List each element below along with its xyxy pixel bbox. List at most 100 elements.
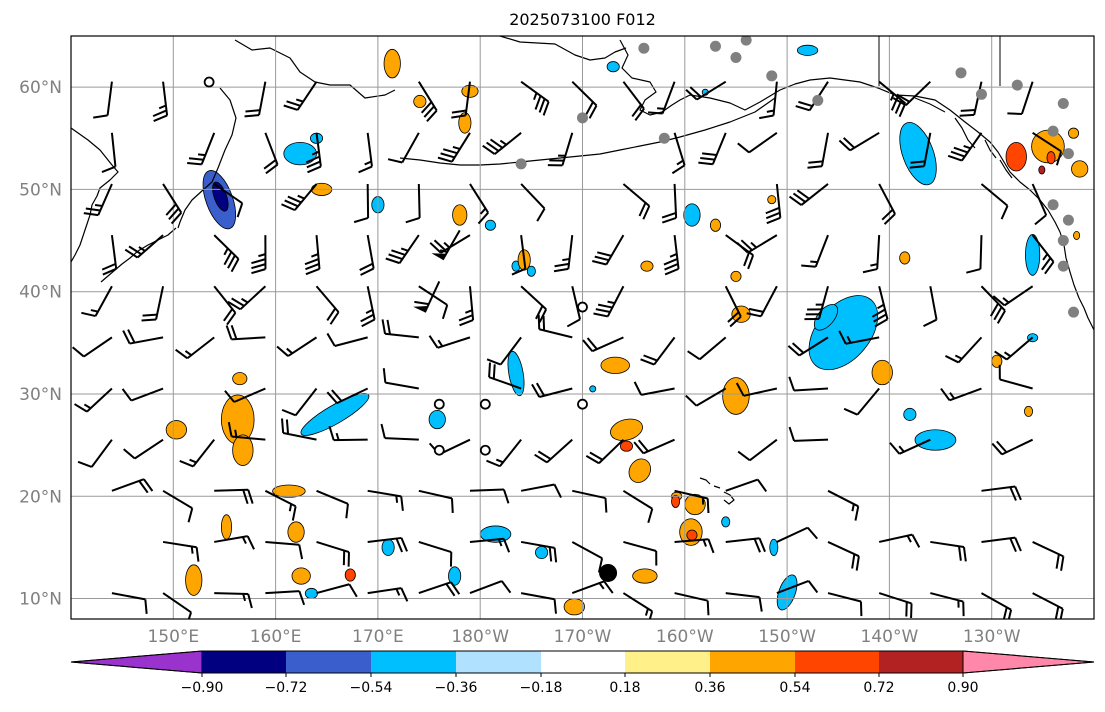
wind-barb <box>520 592 557 614</box>
wind-barb <box>520 80 550 116</box>
negative-motion-cell <box>683 203 701 227</box>
wind-barb <box>482 132 522 155</box>
grey-station-dot <box>1062 214 1074 226</box>
positive-motion-cell <box>165 420 187 440</box>
wind-barb <box>827 541 860 571</box>
lon-tick-label: 130°W <box>963 627 1021 647</box>
map-frame <box>70 35 1095 620</box>
wind-barb <box>367 536 408 553</box>
siberia-coast <box>234 39 396 99</box>
wind-barb <box>1007 81 1034 115</box>
wind-barb <box>746 285 778 318</box>
grey-station-dot <box>1057 260 1069 272</box>
positive-motion-cell <box>767 195 777 205</box>
wind-barb <box>280 418 317 441</box>
kamchatka-coast <box>177 87 237 229</box>
colorbar-segment <box>286 651 371 673</box>
wind-barb <box>966 235 983 274</box>
open-circle-marker <box>433 398 445 410</box>
positive-motion-cell <box>619 440 634 452</box>
wind-barb <box>998 364 1033 390</box>
wind-barb <box>214 535 255 550</box>
wind-barb <box>801 234 829 268</box>
wind-barb <box>469 537 511 553</box>
wind-barb <box>81 285 113 318</box>
station-markers <box>203 36 1080 582</box>
lon-tick-label: 170°W <box>554 627 612 647</box>
wind-barb <box>162 592 193 619</box>
wind-barb <box>593 285 625 318</box>
wind-barb <box>843 387 880 416</box>
wind-barb <box>534 438 573 464</box>
lon-tick-label: 160°W <box>656 627 714 647</box>
grey-station-dot <box>812 94 824 106</box>
colorbar-tick-label: 0.54 <box>779 680 810 696</box>
colorbar-tick-label: −0.72 <box>265 680 308 696</box>
grey-station-dot <box>1047 199 1059 211</box>
wind-barb <box>661 183 678 224</box>
lat-tick-label: 40°N <box>19 283 62 303</box>
wind-barb <box>685 387 727 407</box>
wind-barb <box>737 438 778 462</box>
positive-motion-cell <box>899 251 911 265</box>
wind-barb <box>469 580 512 595</box>
colorbar-segment <box>795 651 879 673</box>
wind-barb <box>776 579 819 595</box>
wind-barb <box>687 336 727 361</box>
wind-barb <box>827 592 863 617</box>
wind-barb <box>123 438 164 460</box>
wind-barb <box>429 234 471 254</box>
wind-barb <box>73 387 113 413</box>
wind-barb <box>648 81 676 115</box>
wind-barb <box>486 439 522 468</box>
wind-barb <box>622 592 654 619</box>
lon-tick-label: 180°W <box>451 627 509 647</box>
wind-barb <box>281 387 318 417</box>
vertical-motion-field <box>165 44 1089 616</box>
wind-barb <box>981 485 1022 501</box>
wind-barb <box>930 592 965 617</box>
wind-barb <box>571 80 598 119</box>
wind-barb <box>994 336 1034 361</box>
open-circle-marker <box>479 444 491 456</box>
wind-barb <box>93 81 113 119</box>
wind-barb <box>838 330 880 345</box>
colorbar-segment <box>710 651 795 673</box>
wind-barb <box>122 329 164 345</box>
wind-barb <box>980 183 1009 220</box>
positive-motion-cell <box>272 484 306 498</box>
wind-barb <box>553 234 574 273</box>
wind-barb <box>592 234 625 266</box>
wind-barb <box>674 538 715 554</box>
wind-barb <box>326 387 369 405</box>
wind-barb <box>788 183 829 206</box>
grey-station-dot <box>975 88 987 100</box>
wind-barb <box>827 489 860 521</box>
wind-barb <box>671 132 686 175</box>
wind-barb <box>725 478 768 492</box>
latitude-labels: 10°N 20°N 30°N 40°N 50°N 60°N <box>19 78 62 609</box>
colorbar-extend-low <box>70 650 203 674</box>
open-circle-marker <box>577 301 588 313</box>
grey-station-dot <box>638 42 650 54</box>
wind-barb <box>225 324 266 341</box>
negative-motion-cell <box>903 407 917 421</box>
wind-barb <box>264 489 297 521</box>
wind-barb <box>520 540 558 563</box>
wind-barb <box>418 540 453 567</box>
colorbar-tick-label: −0.36 <box>435 680 478 696</box>
positive-motion-cell <box>1068 127 1080 139</box>
grey-station-dot <box>577 112 588 124</box>
wind-barb <box>889 438 931 455</box>
lon-tick-label: 170°E <box>352 627 404 647</box>
wind-barb <box>121 387 164 402</box>
negative-motion-cell <box>899 122 937 186</box>
wind-barb <box>878 533 921 548</box>
wind-barb <box>316 583 358 598</box>
grey-station-dot <box>1011 79 1023 91</box>
wind-barb <box>878 592 913 619</box>
colorbar-segment <box>371 651 456 673</box>
wind-barb <box>633 438 675 455</box>
wind-barb <box>674 489 710 514</box>
